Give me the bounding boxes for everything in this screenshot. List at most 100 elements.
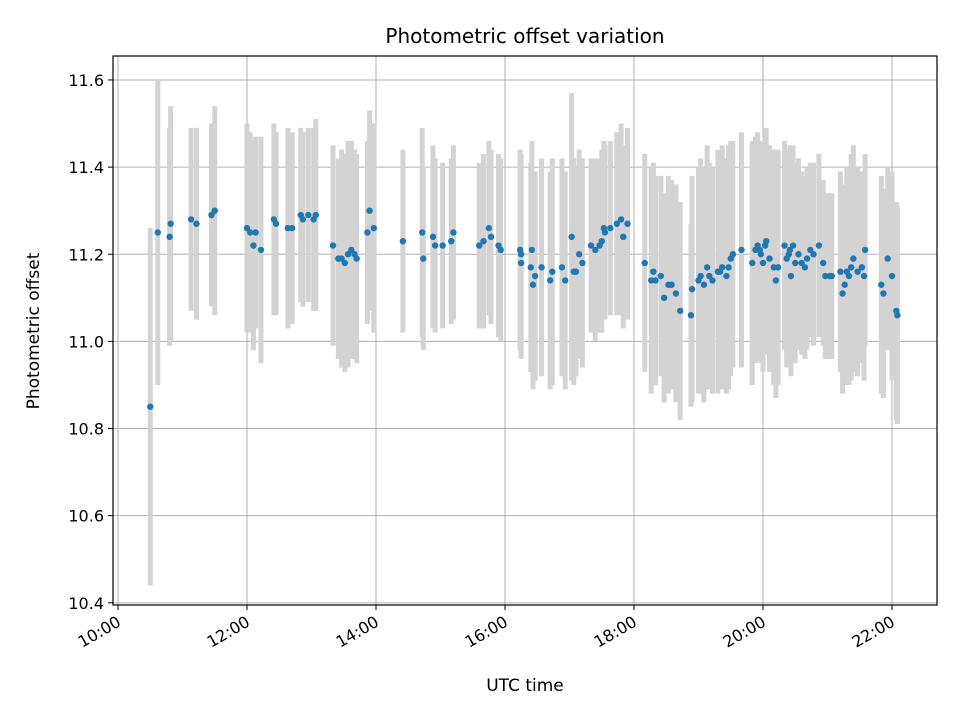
data-point [789,242,797,249]
data-point [668,281,675,288]
data-point [272,220,280,227]
data-point [810,251,817,258]
data-point [688,285,696,293]
data-point [850,255,857,262]
data-point [517,259,525,267]
data-point [894,312,901,319]
data-point [419,229,426,236]
data-point [697,272,704,280]
data-point [592,246,599,254]
data-point [854,268,861,275]
data-point [725,264,732,271]
data-point [772,277,780,284]
y-tick-label: 11.0 [68,332,104,351]
data-point [312,211,319,219]
y-tick-label: 10.6 [68,507,104,526]
data-point [718,264,726,271]
data-point [568,233,575,241]
data-point [729,251,737,258]
data-point [154,229,161,236]
data-point [815,242,823,249]
y-tick-label: 11.6 [68,71,104,90]
data-point [558,264,566,271]
data-point [723,272,730,280]
data-point [485,224,493,232]
plot-frame [112,55,938,606]
data-point [305,211,312,219]
data-point [529,281,537,288]
data-point [650,268,657,275]
data-point [348,246,355,254]
data-point [538,264,545,271]
data-point [448,237,455,245]
data-point [613,220,620,227]
data-point [672,290,680,297]
data-point [439,242,446,249]
data-point [598,237,605,245]
data-point [288,224,296,232]
data-point [759,259,767,267]
data-point [366,207,373,214]
data-point [549,268,556,275]
data-point [757,251,765,258]
data-point [587,242,595,249]
data-point [841,281,848,288]
data-point [880,290,887,297]
data-point [562,277,569,284]
data-point [766,255,773,262]
data-point [208,211,215,219]
data-point [801,264,809,271]
data-point [828,272,835,280]
data-point [252,229,259,236]
data-point [807,246,814,254]
data-point [338,255,345,262]
data-point [344,251,352,258]
y-tick-label: 10.8 [68,420,104,439]
y-tick-label: 11.2 [68,245,104,264]
y-tick-label: 10.4 [68,594,104,613]
data-point [858,264,866,271]
data-point [700,281,708,288]
data-point [531,272,539,280]
data-point [641,259,648,267]
data-point [677,307,684,315]
data-point [792,259,799,267]
data-point [607,224,614,232]
data-point [703,264,711,271]
data-point [257,246,265,254]
data-point [803,255,811,262]
data-point [837,268,844,275]
data-point [353,255,360,262]
data-point [847,264,855,271]
data-point [624,220,631,227]
data-point [706,272,713,280]
data-point [167,220,174,227]
data-point [763,237,770,245]
data-point [620,233,627,241]
data-point [527,264,534,271]
data-point [798,259,805,267]
data-point [579,259,586,267]
data-point [476,242,483,249]
data-point [450,229,457,236]
data-point [528,246,536,254]
data-point [420,255,427,262]
data-point [341,259,349,267]
data-point [575,251,583,258]
data-point [487,233,495,241]
data-point [497,246,504,254]
data-point [517,251,525,258]
data-point [250,242,257,249]
data-point [787,272,795,280]
data-point [652,277,659,284]
data-point [329,242,337,249]
data-point [884,255,891,262]
data-point [601,229,609,236]
data-point [820,259,827,267]
data-point [781,242,788,249]
y-axis-label: Photometric offset [24,252,44,409]
data-point [193,220,200,227]
data-point [660,294,668,302]
